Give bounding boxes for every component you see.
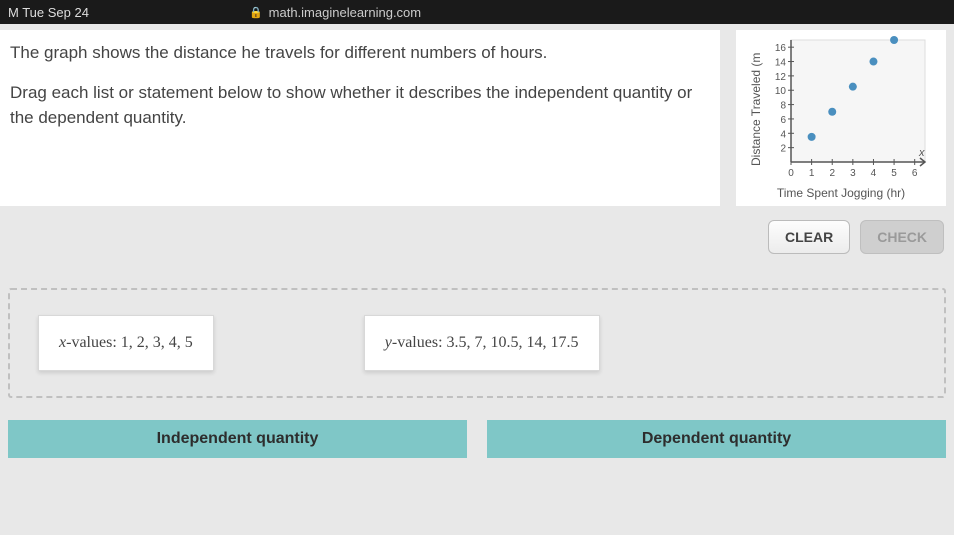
chip-y-values[interactable]: y-values: 3.5, 7, 10.5, 14, 17.5 <box>364 315 600 371</box>
svg-text:1: 1 <box>809 168 815 179</box>
target-independent-header: Independent quantity <box>8 420 467 458</box>
check-button: CHECK <box>860 220 944 254</box>
svg-text:5: 5 <box>891 168 897 179</box>
chip-y-rest: -values: 3.5, 7, 10.5, 14, 17.5 <box>392 334 579 351</box>
lock-icon: 🔒 <box>249 6 263 19</box>
target-dependent-header: Dependent quantity <box>487 420 946 458</box>
chip-x-rest: -values: 1, 2, 3, 4, 5 <box>66 334 193 351</box>
url-text: math.imaginelearning.com <box>269 5 421 20</box>
chip-x-values[interactable]: x-values: 1, 2, 3, 4, 5 <box>38 315 214 371</box>
browser-url: 🔒 math.imaginelearning.com <box>249 5 421 20</box>
drop-targets: Independent quantity Dependent quantity <box>8 420 946 458</box>
svg-text:12: 12 <box>775 72 787 83</box>
scatter-chart: 2468101214160123456x <box>765 34 935 184</box>
graph-panel: Distance Traveled (m 2468101214160123456… <box>736 30 946 206</box>
svg-text:3: 3 <box>850 168 856 179</box>
drag-tray[interactable]: x-values: 1, 2, 3, 4, 5 y-values: 3.5, 7… <box>8 288 946 398</box>
svg-text:6: 6 <box>912 168 918 179</box>
y-axis-label: Distance Traveled (m <box>747 34 765 184</box>
svg-text:6: 6 <box>780 115 786 126</box>
target-dependent[interactable]: Dependent quantity <box>487 420 946 458</box>
svg-text:2: 2 <box>780 144 786 155</box>
graph-area: Distance Traveled (m 2468101214160123456… <box>747 34 935 184</box>
x-axis-label: Time Spent Jogging (hr) <box>777 186 905 200</box>
svg-text:8: 8 <box>780 101 786 112</box>
svg-text:14: 14 <box>775 58 787 69</box>
svg-text:x: x <box>918 147 925 159</box>
chip-y-var: y <box>385 334 392 351</box>
action-bar: CLEAR CHECK <box>0 206 954 264</box>
target-independent[interactable]: Independent quantity <box>8 420 467 458</box>
svg-text:0: 0 <box>788 168 794 179</box>
system-menubar: M Tue Sep 24 🔒 math.imaginelearning.com <box>0 0 954 24</box>
content-row: The graph shows the distance he travels … <box>0 24 954 206</box>
svg-text:2: 2 <box>829 168 835 179</box>
svg-text:4: 4 <box>871 168 877 179</box>
menubar-datetime: M Tue Sep 24 <box>8 5 89 20</box>
question-line-2: Drag each list or statement below to sho… <box>10 80 706 131</box>
svg-text:4: 4 <box>780 129 786 140</box>
question-line-1: The graph shows the distance he travels … <box>10 40 706 66</box>
clear-button[interactable]: CLEAR <box>768 220 850 254</box>
svg-text:10: 10 <box>775 86 787 97</box>
question-card: The graph shows the distance he travels … <box>0 30 720 206</box>
svg-text:16: 16 <box>775 43 787 54</box>
